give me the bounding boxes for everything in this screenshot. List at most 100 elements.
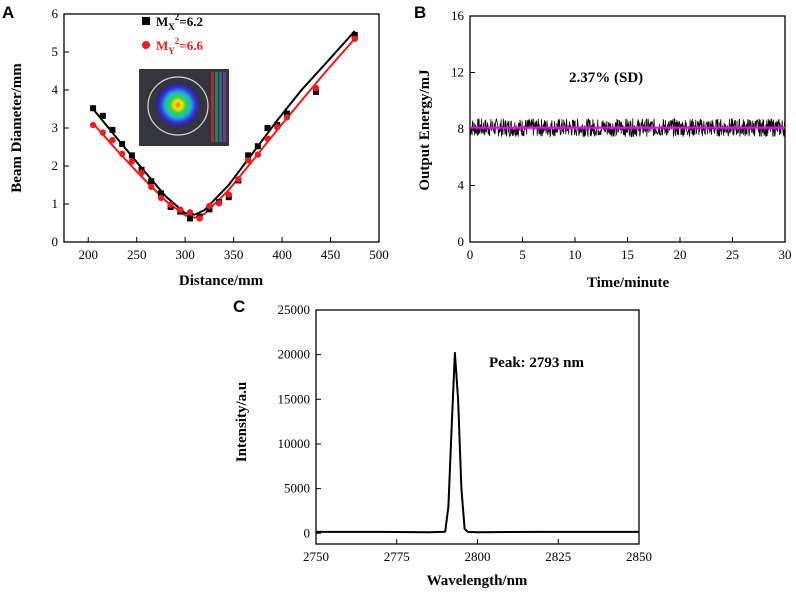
energy-trace (469, 117, 786, 138)
data-point-my (177, 206, 184, 213)
panel-c-ytick-label: 15000 (278, 391, 311, 406)
panel-c-xtick-label: 2775 (384, 549, 410, 564)
panel-c-xtick-label: 2750 (303, 549, 329, 564)
panel-c-xtick-label: 2825 (545, 549, 571, 564)
data-point-my (167, 201, 174, 208)
data-point-my (225, 191, 232, 198)
data-point-my (148, 183, 155, 191)
data-point-mx (119, 140, 126, 147)
panel-c-frame (315, 309, 640, 545)
data-point-my (99, 129, 106, 136)
panel-c-ytick-label: 20000 (278, 347, 311, 362)
panel-b-xlabel: Time/minute (587, 275, 670, 291)
data-point-my (196, 215, 203, 222)
data-point-my (128, 158, 136, 165)
data-point-my (138, 169, 145, 177)
panel-a-xtick-label: 250 (127, 247, 147, 262)
data-point-my (206, 202, 213, 210)
panel-b-ytick-label: 12 (451, 65, 464, 80)
panel-b-ylabel: Output Energy/mJ (417, 69, 433, 191)
legend-label-my: MY2=6.6 (156, 36, 203, 56)
panel-a-xlabel: Distance/mm (179, 273, 264, 289)
panel-b-xtick-label: 20 (674, 247, 687, 262)
panel-c-ytick-label: 25000 (278, 302, 311, 317)
panel-b-xtick-label: 0 (467, 247, 474, 262)
panel-c-xtick-label: 2800 (465, 549, 491, 564)
panel-b-xtick-label: 25 (726, 247, 739, 262)
data-point-mx (187, 215, 193, 222)
panel-a-xtick-label: 400 (272, 247, 292, 262)
panel-label-a: A (2, 3, 14, 22)
panel-b-ytick-label: 16 (451, 8, 465, 23)
data-point-mx (254, 143, 261, 150)
panel-a-ytick-label: 4 (52, 82, 59, 97)
data-point-mx (264, 125, 271, 131)
data-point-my (235, 176, 242, 183)
data-point-mx (128, 152, 135, 159)
legend-marker-mx (142, 17, 150, 25)
spectrum-line (316, 351, 639, 534)
data-point-mx (99, 112, 106, 119)
data-point-my (244, 157, 252, 164)
panel-c-xtick-label: 2850 (626, 549, 652, 564)
panel-a-ytick-label: 2 (52, 158, 59, 173)
data-point-mx (206, 206, 213, 213)
panel-c-ytick-label: 5000 (284, 481, 310, 496)
panel-c-plot: 2750 2775 2800 2825 2850 0 5000 10000 15000 20000… (234, 302, 652, 589)
data-point-mx (245, 152, 252, 159)
data-point-my (215, 200, 223, 207)
panel-b-ytick-label: 0 (458, 234, 465, 249)
data-point-my (157, 194, 165, 202)
data-point-my (351, 35, 358, 42)
panel-c-ylabel: Intensity/a.u (234, 382, 250, 462)
panel-c-xlabel: Wavelength/nm (427, 573, 528, 589)
legend-label-mx: MX2=6.2 (156, 12, 203, 32)
panel-a-ylabel: Beam Diameter/mm (9, 63, 25, 193)
panel-a-xtick-label: 450 (321, 247, 341, 262)
data-point-my (109, 136, 116, 144)
data-point-mx (148, 178, 155, 185)
data-point-mx (109, 126, 116, 133)
data-point-my (118, 150, 126, 158)
panel-a-ytick-label: 6 (52, 6, 59, 21)
fit-line-my (92, 38, 356, 219)
panel-a-xtick-label: 300 (175, 247, 195, 262)
panel-label-b: B (414, 3, 426, 22)
data-point-my (254, 151, 262, 158)
panel-a-xtick-label: 350 (224, 247, 244, 262)
data-point-mx (351, 31, 358, 38)
legend: MX2=6.2 MY2=6.6 (142, 12, 203, 56)
panel-b-xtick-label: 10 (569, 247, 582, 262)
panel-a-ytick-label: 3 (52, 120, 59, 135)
panel-b-ytick-label: 8 (458, 121, 465, 136)
panel-c-ytick-label: 0 (304, 525, 311, 540)
panel-c-ytick-label: 10000 (278, 436, 311, 451)
data-point-mx (313, 88, 319, 95)
legend-marker-my (142, 41, 150, 49)
panel-b-ytick-label: 4 (458, 178, 465, 193)
panel-a-ytick-label: 5 (52, 44, 59, 59)
panel-b-xtick-label: 15 (621, 247, 634, 262)
panel-a-xtick-label: 500 (369, 247, 389, 262)
panel-b-plot: 0 5 10 15 20 25 30 0 4 8 12 16 2.37% (SD) Time/minu… (417, 8, 792, 291)
data-point-my (283, 114, 291, 121)
panel-b-annotation: 2.37% (SD) (569, 70, 643, 86)
data-point-my (89, 121, 97, 129)
panel-a-xtick-label: 200 (78, 247, 98, 262)
data-point-my (312, 84, 320, 92)
data-point-mx (90, 105, 97, 112)
data-point-mx (157, 190, 164, 197)
panel-a-ytick-label: 1 (52, 196, 59, 211)
panel-b-xtick-label: 30 (779, 247, 792, 262)
panel-a-plot: 200 250 300 350 400 450 500 0 1 2 3 4 5 6 (9, 6, 389, 289)
data-point-my (264, 135, 271, 142)
data-point-my (274, 124, 281, 131)
panel-label-c: C (233, 297, 245, 316)
data-point-my (186, 209, 194, 216)
panel-c-annotation: Peak: 2793 nm (489, 355, 585, 371)
data-point-mx (283, 110, 290, 117)
panel-a-ytick-label: 0 (52, 234, 59, 249)
beam-profile-inset (139, 69, 229, 146)
panel-b-xtick-label: 5 (519, 247, 526, 262)
